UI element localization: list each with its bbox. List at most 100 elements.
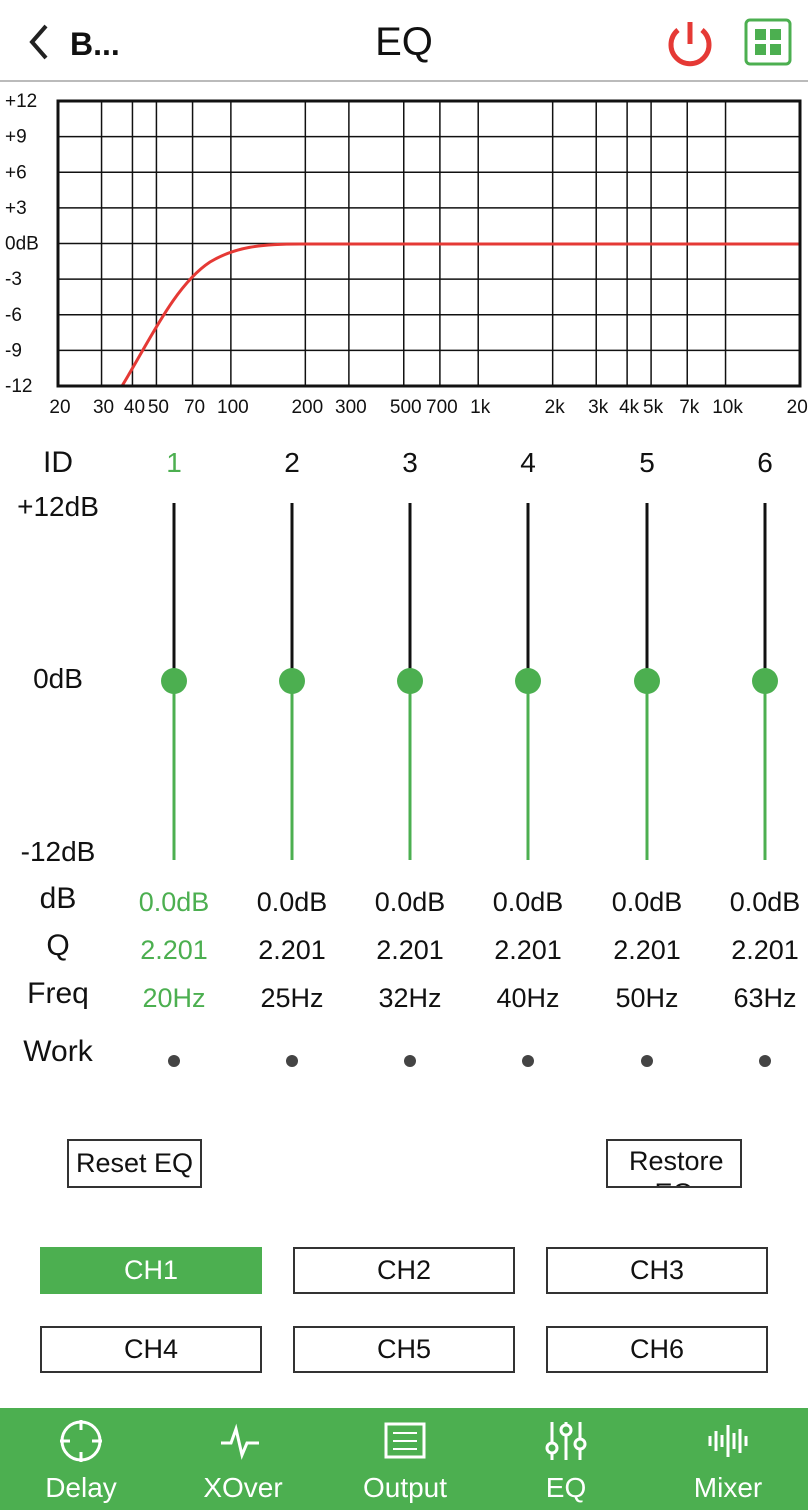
tab-icon [384, 1422, 426, 1459]
band-q: 2.201 [494, 935, 562, 965]
band-q: 2.201 [613, 935, 681, 965]
x-tick-label: 3k [588, 397, 609, 418]
y-tick-label: -9 [5, 340, 22, 361]
y-tick-label: -12 [5, 376, 32, 397]
channel-button[interactable]: CH6 [546, 1326, 768, 1373]
work-dot [168, 1055, 180, 1067]
band-db: 0.0dB [374, 887, 446, 917]
scale-label: 0dB [33, 663, 83, 694]
tab-label[interactable]: Delay [45, 1472, 117, 1503]
x-tick-label: 7k [679, 397, 700, 418]
band-freq: 25Hz [260, 983, 324, 1013]
tab-label[interactable]: Output [362, 1472, 448, 1503]
band-id: 1 [166, 447, 182, 478]
y-tick-label: +6 [5, 162, 27, 183]
y-tick-label: -6 [5, 305, 22, 326]
band-db: 0.0dB [729, 887, 801, 917]
band-id: 3 [402, 447, 418, 478]
reset-eq-button[interactable]: Reset EQ [67, 1139, 202, 1188]
freq-label: Freq [27, 977, 89, 1010]
x-tick-label: 200 [291, 397, 323, 418]
band-db: 0.0dB [611, 887, 683, 917]
eq-graph: +12 +9 +6 +3 0dB -3 -6 -9 -12 20 30 40 50 70 100 200 300… [5, 91, 808, 418]
channel-button[interactable]: CH5 [293, 1326, 515, 1373]
graph-frame [56, 99, 802, 388]
band-db: 0.0dB [492, 887, 564, 917]
channel-button[interactable]: CH4 [40, 1326, 262, 1373]
x-tick-label: 500 [390, 397, 422, 418]
slider-knob[interactable] [397, 668, 423, 694]
x-tick-label: 700 [426, 397, 458, 418]
y-tick-label: +3 [5, 198, 27, 219]
back-icon[interactable] [29, 24, 48, 60]
tab-label[interactable]: Mixer [693, 1472, 763, 1503]
band-freq: 50Hz [615, 983, 679, 1013]
back-label[interactable]: B... [70, 26, 120, 62]
work-dot [522, 1055, 534, 1067]
band-freq: 32Hz [378, 983, 442, 1013]
tab-icon [708, 1425, 748, 1457]
channel-button[interactable]: CH2 [293, 1247, 515, 1294]
db-label: dB [39, 882, 77, 915]
layout-icon[interactable] [744, 18, 792, 66]
band-db: 0.0dB [256, 887, 328, 917]
restore-label: Restore EQ [629, 1146, 724, 1186]
restore-eq-button[interactable]: Restore EQ [606, 1139, 742, 1188]
band-id: 2 [284, 447, 300, 478]
band-q: 2.201 [376, 935, 444, 965]
band-freq: 20Hz [142, 983, 206, 1013]
slider-knob[interactable] [634, 668, 660, 694]
band-id: 4 [520, 447, 536, 478]
tab-icon [545, 1422, 587, 1460]
x-tick-label: 40 [124, 397, 145, 418]
y-tick-label: +12 [5, 91, 37, 112]
tab-icon [60, 1420, 102, 1462]
scale-label: -12dB [20, 836, 96, 867]
eq-curve [120, 242, 800, 387]
icon-part [393, 1432, 417, 1450]
band-q: 2.201 [140, 935, 208, 965]
icon-part [60, 1420, 102, 1462]
tab-label[interactable]: EQ [545, 1472, 587, 1503]
scale-label: +12dB [17, 491, 99, 522]
icon-part [573, 1437, 587, 1451]
power-icon[interactable] [668, 22, 712, 67]
icon-part [545, 1441, 559, 1455]
work-dot [641, 1055, 653, 1067]
work-dot [404, 1055, 416, 1067]
y-tick-label: +9 [5, 127, 27, 148]
id-label: ID [43, 446, 73, 479]
band-freq: 40Hz [496, 983, 560, 1013]
icon-part [384, 1422, 426, 1459]
band-id: 5 [639, 447, 655, 478]
channel-button[interactable]: CH3 [546, 1247, 768, 1294]
slider-knob[interactable] [752, 668, 778, 694]
x-tick-label: 1k [470, 397, 491, 418]
work-dot [759, 1055, 771, 1067]
y-tick-label: 0dB [5, 234, 39, 255]
x-tick-label: 20k [787, 397, 808, 418]
x-tick-label: 300 [335, 397, 367, 418]
x-tick-label: 5k [643, 397, 664, 418]
slider-knob[interactable] [279, 668, 305, 694]
slider-knob[interactable] [515, 668, 541, 694]
x-tick-label: 70 [184, 397, 205, 418]
channel-button[interactable]: CH1 [40, 1247, 262, 1294]
band-freq: 63Hz [733, 983, 797, 1013]
x-tick-label: 20 [49, 397, 70, 418]
x-tick-label: 2k [545, 397, 566, 418]
tab-label[interactable]: XOver [203, 1472, 283, 1503]
work-label: Work [23, 1035, 93, 1068]
band-q: 2.201 [258, 935, 326, 965]
x-tick-label: 50 [148, 397, 169, 418]
q-label: Q [46, 929, 70, 962]
band-id: 6 [757, 447, 773, 478]
x-tick-label: 30 [93, 397, 114, 418]
page-title: EQ [375, 20, 433, 64]
band-q: 2.201 [731, 935, 799, 965]
slider-knob[interactable] [161, 668, 187, 694]
work-dot [286, 1055, 298, 1067]
band-db: 0.0dB [138, 887, 210, 917]
